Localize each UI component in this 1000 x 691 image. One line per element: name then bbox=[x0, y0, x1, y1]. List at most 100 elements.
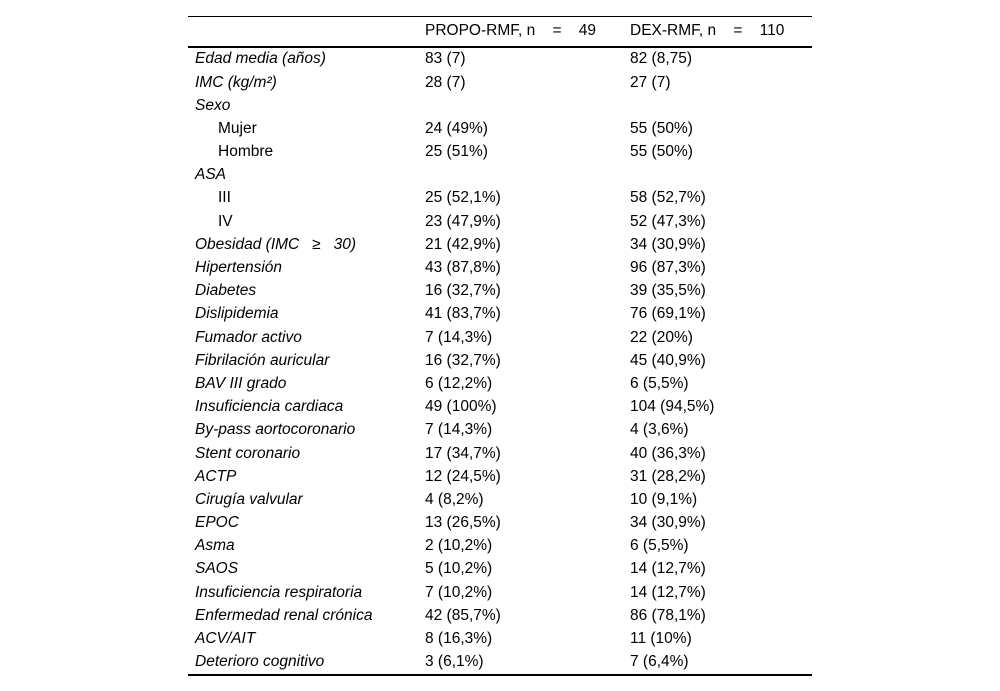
propo-value: 25 (51%) bbox=[425, 143, 488, 161]
row-label: Deterioro cognitivo bbox=[195, 653, 325, 671]
row-label: Hipertensión bbox=[195, 259, 283, 277]
table-row: Asma 2 (10,2%) 6 (5,5%) bbox=[188, 534, 812, 557]
table-row: EPOC 13 (26,5%) 34 (30,9%) bbox=[188, 511, 812, 534]
dex-value: 52 (47,3%) bbox=[630, 212, 706, 230]
table-row: Insuficiencia respiratoria 7 (10,2%) 14 … bbox=[188, 581, 812, 604]
table-row: Hipertensión 43 (87,8%) 96 (87,3%) bbox=[188, 256, 812, 279]
row-label: Asma bbox=[195, 537, 235, 555]
propo-value: 7 (10,2%) bbox=[425, 583, 493, 601]
propo-value: 12 (24,5%) bbox=[425, 467, 501, 485]
propo-value: 25 (52,1%) bbox=[425, 189, 501, 207]
propo-value: 42 (85,7%) bbox=[425, 606, 501, 624]
propo-value: 49 (100%) bbox=[425, 398, 497, 416]
row-label: ASA bbox=[195, 166, 227, 184]
table-row: By-pass aortocoronario 7 (14,3%) 4 (3,6%… bbox=[188, 419, 812, 442]
table-row: Insuficiencia cardiaca 49 (100%) 104 (94… bbox=[188, 395, 812, 418]
propo-value: 41 (83,7%) bbox=[425, 305, 501, 323]
row-label: Cirugía valvular bbox=[195, 490, 303, 508]
propo-value: 4 (8,2%) bbox=[425, 490, 484, 508]
dex-value: 4 (3,6%) bbox=[630, 421, 689, 439]
row-label: Stent coronario bbox=[195, 444, 301, 462]
propo-value: 21 (42,9%) bbox=[425, 235, 501, 253]
patient-characteristics-table: PROPO-RMF, n = 49 DEX-RMF, n = 110 Edad … bbox=[188, 16, 812, 676]
row-label: Sexo bbox=[195, 96, 231, 114]
propo-value: 83 (7) bbox=[425, 50, 466, 68]
propo-value: 3 (6,1%) bbox=[425, 653, 484, 671]
dex-value: 39 (35,5%) bbox=[630, 282, 706, 300]
dex-value: 76 (69,1%) bbox=[630, 305, 706, 323]
table-row: Fumador activo 7 (14,3%) 22 (20%) bbox=[188, 326, 812, 349]
propo-value: 5 (10,2%) bbox=[425, 560, 493, 578]
row-label: EPOC bbox=[195, 514, 239, 532]
dex-value: 55 (50%) bbox=[630, 143, 693, 161]
dex-value: 104 (94,5%) bbox=[630, 398, 715, 416]
dex-value: 86 (78,1%) bbox=[630, 606, 706, 624]
table-row: Sexo bbox=[188, 94, 812, 117]
dex-value: 11 (10%) bbox=[630, 630, 692, 648]
row-label: BAV III grado bbox=[195, 374, 287, 392]
dex-value: 6 (5,5%) bbox=[630, 537, 689, 555]
table-row: IV 23 (47,9%) 52 (47,3%) bbox=[188, 210, 812, 233]
row-label: ACTP bbox=[195, 467, 237, 485]
table-body: Edad media (años) 83 (7) 82 (8,75) IMC (… bbox=[188, 48, 812, 676]
dex-value: 31 (28,2%) bbox=[630, 467, 706, 485]
dex-value: 34 (30,9%) bbox=[630, 514, 706, 532]
table-row: III 25 (52,1%) 58 (52,7%) bbox=[188, 187, 812, 210]
dex-value: 58 (52,7%) bbox=[630, 189, 706, 207]
row-label: III bbox=[218, 189, 231, 207]
dex-value: 45 (40,9%) bbox=[630, 351, 706, 369]
table-row: BAV III grado 6 (12,2%) 6 (5,5%) bbox=[188, 372, 812, 395]
propo-value: 16 (32,7%) bbox=[425, 282, 501, 300]
row-label: Hombre bbox=[218, 143, 274, 161]
table-row: Hombre 25 (51%) 55 (50%) bbox=[188, 140, 812, 163]
propo-value: 17 (34,7%) bbox=[425, 444, 501, 462]
row-label: Fibrilación auricular bbox=[195, 351, 330, 369]
dex-value: 14 (12,7%) bbox=[630, 583, 706, 601]
row-label: Fumador activo bbox=[195, 328, 302, 346]
dex-value: 6 (5,5%) bbox=[630, 374, 689, 392]
table-row: Diabetes 16 (32,7%) 39 (35,5%) bbox=[188, 279, 812, 302]
propo-value: 2 (10,2%) bbox=[425, 537, 493, 555]
table-row: Fibrilación auricular 16 (32,7%) 45 (40,… bbox=[188, 349, 812, 372]
propo-value: 28 (7) bbox=[425, 73, 466, 91]
table-row: ACTP 12 (24,5%) 31 (28,2%) bbox=[188, 465, 812, 488]
row-label: Enfermedad renal crónica bbox=[195, 606, 373, 624]
table-row: ASA bbox=[188, 163, 812, 186]
row-label: Obesidad (IMC ≥ 30) bbox=[195, 235, 356, 253]
header-dex-rmf: DEX-RMF, n = 110 bbox=[630, 22, 785, 40]
dex-value: 10 (9,1%) bbox=[630, 490, 698, 508]
table-row: Deterioro cognitivo 3 (6,1%) 7 (6,4%) bbox=[188, 650, 812, 673]
dex-value: 14 (12,7%) bbox=[630, 560, 706, 578]
propo-value: 43 (87,8%) bbox=[425, 259, 501, 277]
dex-value: 22 (20%) bbox=[630, 328, 693, 346]
propo-value: 16 (32,7%) bbox=[425, 351, 501, 369]
dex-value: 82 (8,75) bbox=[630, 50, 693, 68]
row-label: IV bbox=[218, 212, 233, 230]
dex-value: 96 (87,3%) bbox=[630, 259, 706, 277]
row-label: Insuficiencia respiratoria bbox=[195, 583, 363, 601]
dex-value: 34 (30,9%) bbox=[630, 235, 706, 253]
propo-value: 24 (49%) bbox=[425, 119, 488, 137]
row-label: IMC (kg/m²) bbox=[195, 73, 277, 91]
dex-value: 55 (50%) bbox=[630, 119, 693, 137]
table-row: IMC (kg/m²) 28 (7) 27 (7) bbox=[188, 71, 812, 94]
propo-value: 7 (14,3%) bbox=[425, 421, 493, 439]
propo-value: 13 (26,5%) bbox=[425, 514, 501, 532]
row-label: By-pass aortocoronario bbox=[195, 421, 356, 439]
propo-value: 23 (47,9%) bbox=[425, 212, 501, 230]
row-label: Dislipidemia bbox=[195, 305, 279, 323]
table-row: SAOS 5 (10,2%) 14 (12,7%) bbox=[188, 558, 812, 581]
table-row: Edad media (años) 83 (7) 82 (8,75) bbox=[188, 48, 812, 71]
row-label: ACV/AIT bbox=[195, 630, 256, 648]
dex-value: 40 (36,3%) bbox=[630, 444, 706, 462]
row-label: Edad media (años) bbox=[195, 50, 326, 68]
table-row: Obesidad (IMC ≥ 30) 21 (42,9%) 34 (30,9%… bbox=[188, 233, 812, 256]
header-propo-rmf: PROPO-RMF, n = 49 bbox=[425, 22, 596, 40]
row-label: Diabetes bbox=[195, 282, 257, 300]
dex-value: 27 (7) bbox=[630, 73, 671, 91]
table-row: Stent coronario 17 (34,7%) 40 (36,3%) bbox=[188, 442, 812, 465]
propo-value: 6 (12,2%) bbox=[425, 374, 493, 392]
table-header-row: PROPO-RMF, n = 49 DEX-RMF, n = 110 bbox=[188, 16, 812, 48]
row-label: Mujer bbox=[218, 119, 257, 137]
dex-value: 7 (6,4%) bbox=[630, 653, 689, 671]
